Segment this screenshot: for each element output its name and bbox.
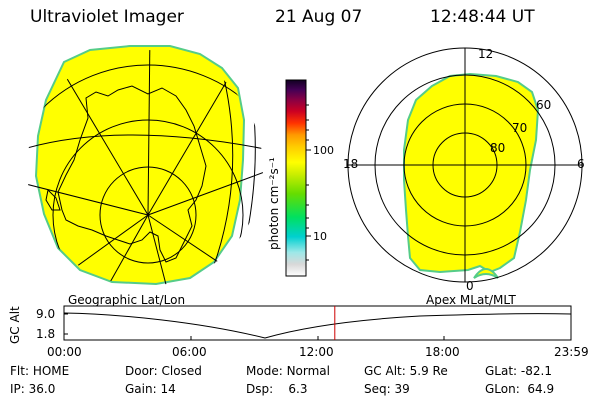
status-door: Door: Closed [125, 364, 202, 378]
mlat-label-80: 80 [490, 141, 505, 155]
left-map-caption: Geographic Lat/Lon [68, 293, 185, 307]
left-lat-circle-mid [52, 119, 244, 286]
left-lat-circle-outer [27, 64, 263, 286]
mlat-label-70: 70 [512, 121, 527, 135]
timeline-xtick-0600: 06:00 [172, 345, 207, 359]
instrument-title: Ultraviolet Imager [30, 7, 184, 27]
status-glon: GLon: 64.9 [485, 382, 555, 396]
left-coastline [57, 85, 207, 263]
left-meridian [147, 169, 263, 216]
status-flt: Flt: HOME [10, 364, 70, 378]
left-meridian [147, 50, 151, 216]
status-glat: GLat: -82.1 [485, 364, 552, 378]
timeline-xtick-2359: 23:59 [554, 345, 589, 359]
mlt-label-6: 6 [577, 157, 585, 171]
colorbar-unit-label: photon cm⁻²s⁻¹ [267, 157, 281, 250]
timeline-ytick-9: 9.0 [36, 307, 55, 321]
magnetic-map: 12 18 6 0 60 70 80 [343, 47, 585, 293]
status-dsp: Dsp: 6.3 [246, 382, 308, 396]
left-meridian [27, 179, 149, 216]
status-mode: Mode: Normal [246, 364, 330, 378]
mlt-label-18: 18 [343, 157, 358, 171]
gc-altitude-curve [63, 312, 572, 339]
gc-altitude-timeline: 9.0 1.8 GC Alt 00:00 06:00 12:00 18:00 2… [8, 305, 589, 359]
colorbar-tick-100: 100 [313, 144, 334, 157]
colorbar: 100 10 photon cm⁻²s⁻¹ [267, 79, 334, 277]
timeline-ytick-1.8: 1.8 [36, 327, 55, 341]
status-seq: Seq: 39 [364, 382, 410, 396]
left-lat-circle-inner [99, 166, 197, 264]
timeline-xtick-1200: 12:00 [299, 345, 334, 359]
right-map-caption: Apex MLat/MLT [426, 293, 516, 307]
status-gain: Gain: 14 [125, 382, 176, 396]
right-aurora-notch [473, 268, 499, 279]
left-graticule-arc [27, 134, 263, 151]
geographic-map [27, 45, 263, 286]
colorbar-gradient [285, 79, 307, 277]
mlt-label-12: 12 [478, 47, 493, 61]
timeline-xtick-0000: 00:00 [47, 345, 82, 359]
right-aurora-region [403, 72, 540, 274]
timeline-ylabel: GC Alt [8, 306, 22, 344]
status-ip: IP: 36.0 [10, 382, 56, 396]
mlt-label-0: 0 [466, 279, 474, 293]
mlat-label-60: 60 [536, 98, 551, 112]
status-gcalt: GC Alt: 5.9 Re [364, 364, 448, 378]
left-coastline-peninsula [45, 188, 61, 211]
time-label: 12:48:44 UT [430, 7, 535, 27]
timeline-xtick-1800: 18:00 [425, 345, 460, 359]
date-label: 21 Aug 07 [275, 7, 363, 27]
colorbar-tick-10: 10 [313, 230, 327, 243]
timeline-frame [63, 305, 572, 341]
